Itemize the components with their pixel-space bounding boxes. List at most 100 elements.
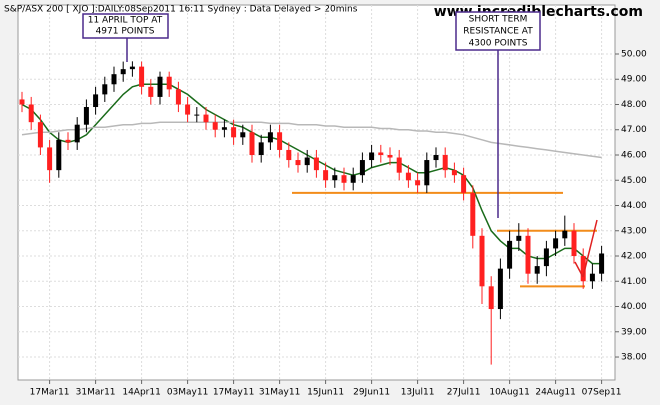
candle-body (534, 266, 540, 274)
candle-body (28, 104, 34, 123)
y-tick-label: 42.00 (621, 252, 647, 262)
candle-body (516, 235, 522, 241)
x-tick-label: 07Sep11 (582, 388, 622, 398)
y-tick-label: 43.00 (621, 226, 647, 236)
x-tick-label: 17May11 (213, 388, 255, 398)
callout-box (455, 11, 541, 51)
candle-body (166, 76, 172, 90)
candle-body (157, 76, 163, 97)
candle-body (553, 238, 559, 249)
callout-text: 11 APRIL TOP AT (88, 16, 163, 26)
callout-box (82, 13, 169, 39)
trend-line (574, 261, 584, 278)
candle-body (323, 170, 329, 181)
candle-body (497, 268, 503, 310)
moving-average (21, 121, 602, 159)
candle-body (580, 256, 586, 282)
x-tick-label: 31Mar11 (76, 388, 116, 398)
y-tick-label: 49.00 (621, 75, 647, 85)
candle-body (488, 286, 494, 310)
x-tick-label: 03May11 (167, 388, 209, 398)
candle-body (378, 152, 384, 155)
candle-body (461, 175, 467, 193)
y-tick-label: 48.00 (621, 100, 647, 110)
candle-body (313, 157, 319, 171)
candle-body (111, 74, 117, 85)
candle-body (387, 155, 393, 158)
y-tick-label: 39.00 (621, 327, 647, 337)
candle-body (148, 86, 154, 97)
chart-title: S&P/ASX 200 [ XJO ]:DAILY:08Sep2011 16:1… (4, 5, 358, 15)
candle-body (221, 127, 227, 130)
plot: 38.00 39.00 40.00 41.00 42.00 43.00 44.00 45.00… (18, 5, 647, 398)
candle-body (185, 104, 191, 115)
candle-body (249, 132, 255, 155)
candle-body (479, 235, 485, 287)
candle-body (74, 124, 80, 143)
candle-body (240, 132, 246, 138)
x-tick-label: 15Jun11 (307, 388, 344, 398)
candle-body (83, 107, 89, 125)
y-tick-label: 41.00 (621, 277, 647, 287)
candle-body (19, 99, 25, 105)
candle-body (470, 192, 476, 236)
candle-body (267, 132, 273, 143)
candle-body (332, 175, 338, 181)
trend-line (582, 219, 598, 278)
callout-text: 4971 POINTS (96, 27, 155, 37)
candle-body (231, 127, 237, 138)
y-tick-label: 47.00 (621, 125, 647, 135)
candle-body (525, 235, 531, 274)
candle-body (258, 142, 264, 155)
y-tick-label: 38.00 (621, 353, 647, 363)
candle-body (37, 122, 43, 148)
x-tick-label: 17Mar11 (30, 388, 70, 398)
candle-body (175, 89, 181, 105)
candle-body (341, 175, 347, 183)
candle-body (415, 180, 421, 186)
candle-body (47, 147, 53, 171)
callout-text: RESISTANCE AT (463, 27, 533, 37)
candle-body (120, 69, 126, 75)
x-tick-label: 14Apr11 (122, 388, 160, 398)
candle-body (405, 172, 411, 181)
candle-body (589, 273, 595, 282)
callout-text: SHORT TERM (469, 15, 528, 25)
y-tick-label: 40.00 (621, 302, 647, 312)
candle-body (442, 155, 448, 171)
candle-body (562, 230, 568, 239)
candle-body (102, 84, 108, 95)
x-tick-label: 24Aug11 (535, 388, 575, 398)
candle-body (56, 139, 62, 171)
candle-body (295, 160, 301, 166)
candle-body (93, 94, 99, 108)
candle-body (139, 66, 145, 87)
x-tick-label: 27Jul11 (447, 388, 481, 398)
candle-body (359, 160, 365, 176)
y-tick-label: 46.00 (621, 151, 647, 161)
candle-body (277, 132, 283, 150)
y-tick-label: 45.00 (621, 176, 647, 186)
callout-text: 4300 POINTS (469, 39, 528, 49)
x-tick-label: 13Jul11 (401, 388, 435, 398)
candle-body (507, 240, 513, 269)
candle-body (571, 230, 577, 257)
candle-body (433, 155, 439, 161)
x-tick-label: 29Jun11 (353, 388, 390, 398)
candle-body (424, 160, 430, 186)
candle-body (286, 149, 292, 161)
candle-body (304, 157, 310, 166)
moving-average (21, 83, 602, 265)
candle-body (129, 66, 135, 70)
y-tick-label: 44.00 (621, 201, 647, 211)
x-tick-label: 10Aug11 (489, 388, 529, 398)
candle-body (369, 152, 375, 161)
candle-body (396, 157, 402, 173)
candle-body (543, 248, 549, 267)
candle-body (194, 114, 200, 116)
candle-body (203, 114, 209, 123)
candle-body (212, 122, 218, 130)
candle-body (599, 253, 605, 274)
